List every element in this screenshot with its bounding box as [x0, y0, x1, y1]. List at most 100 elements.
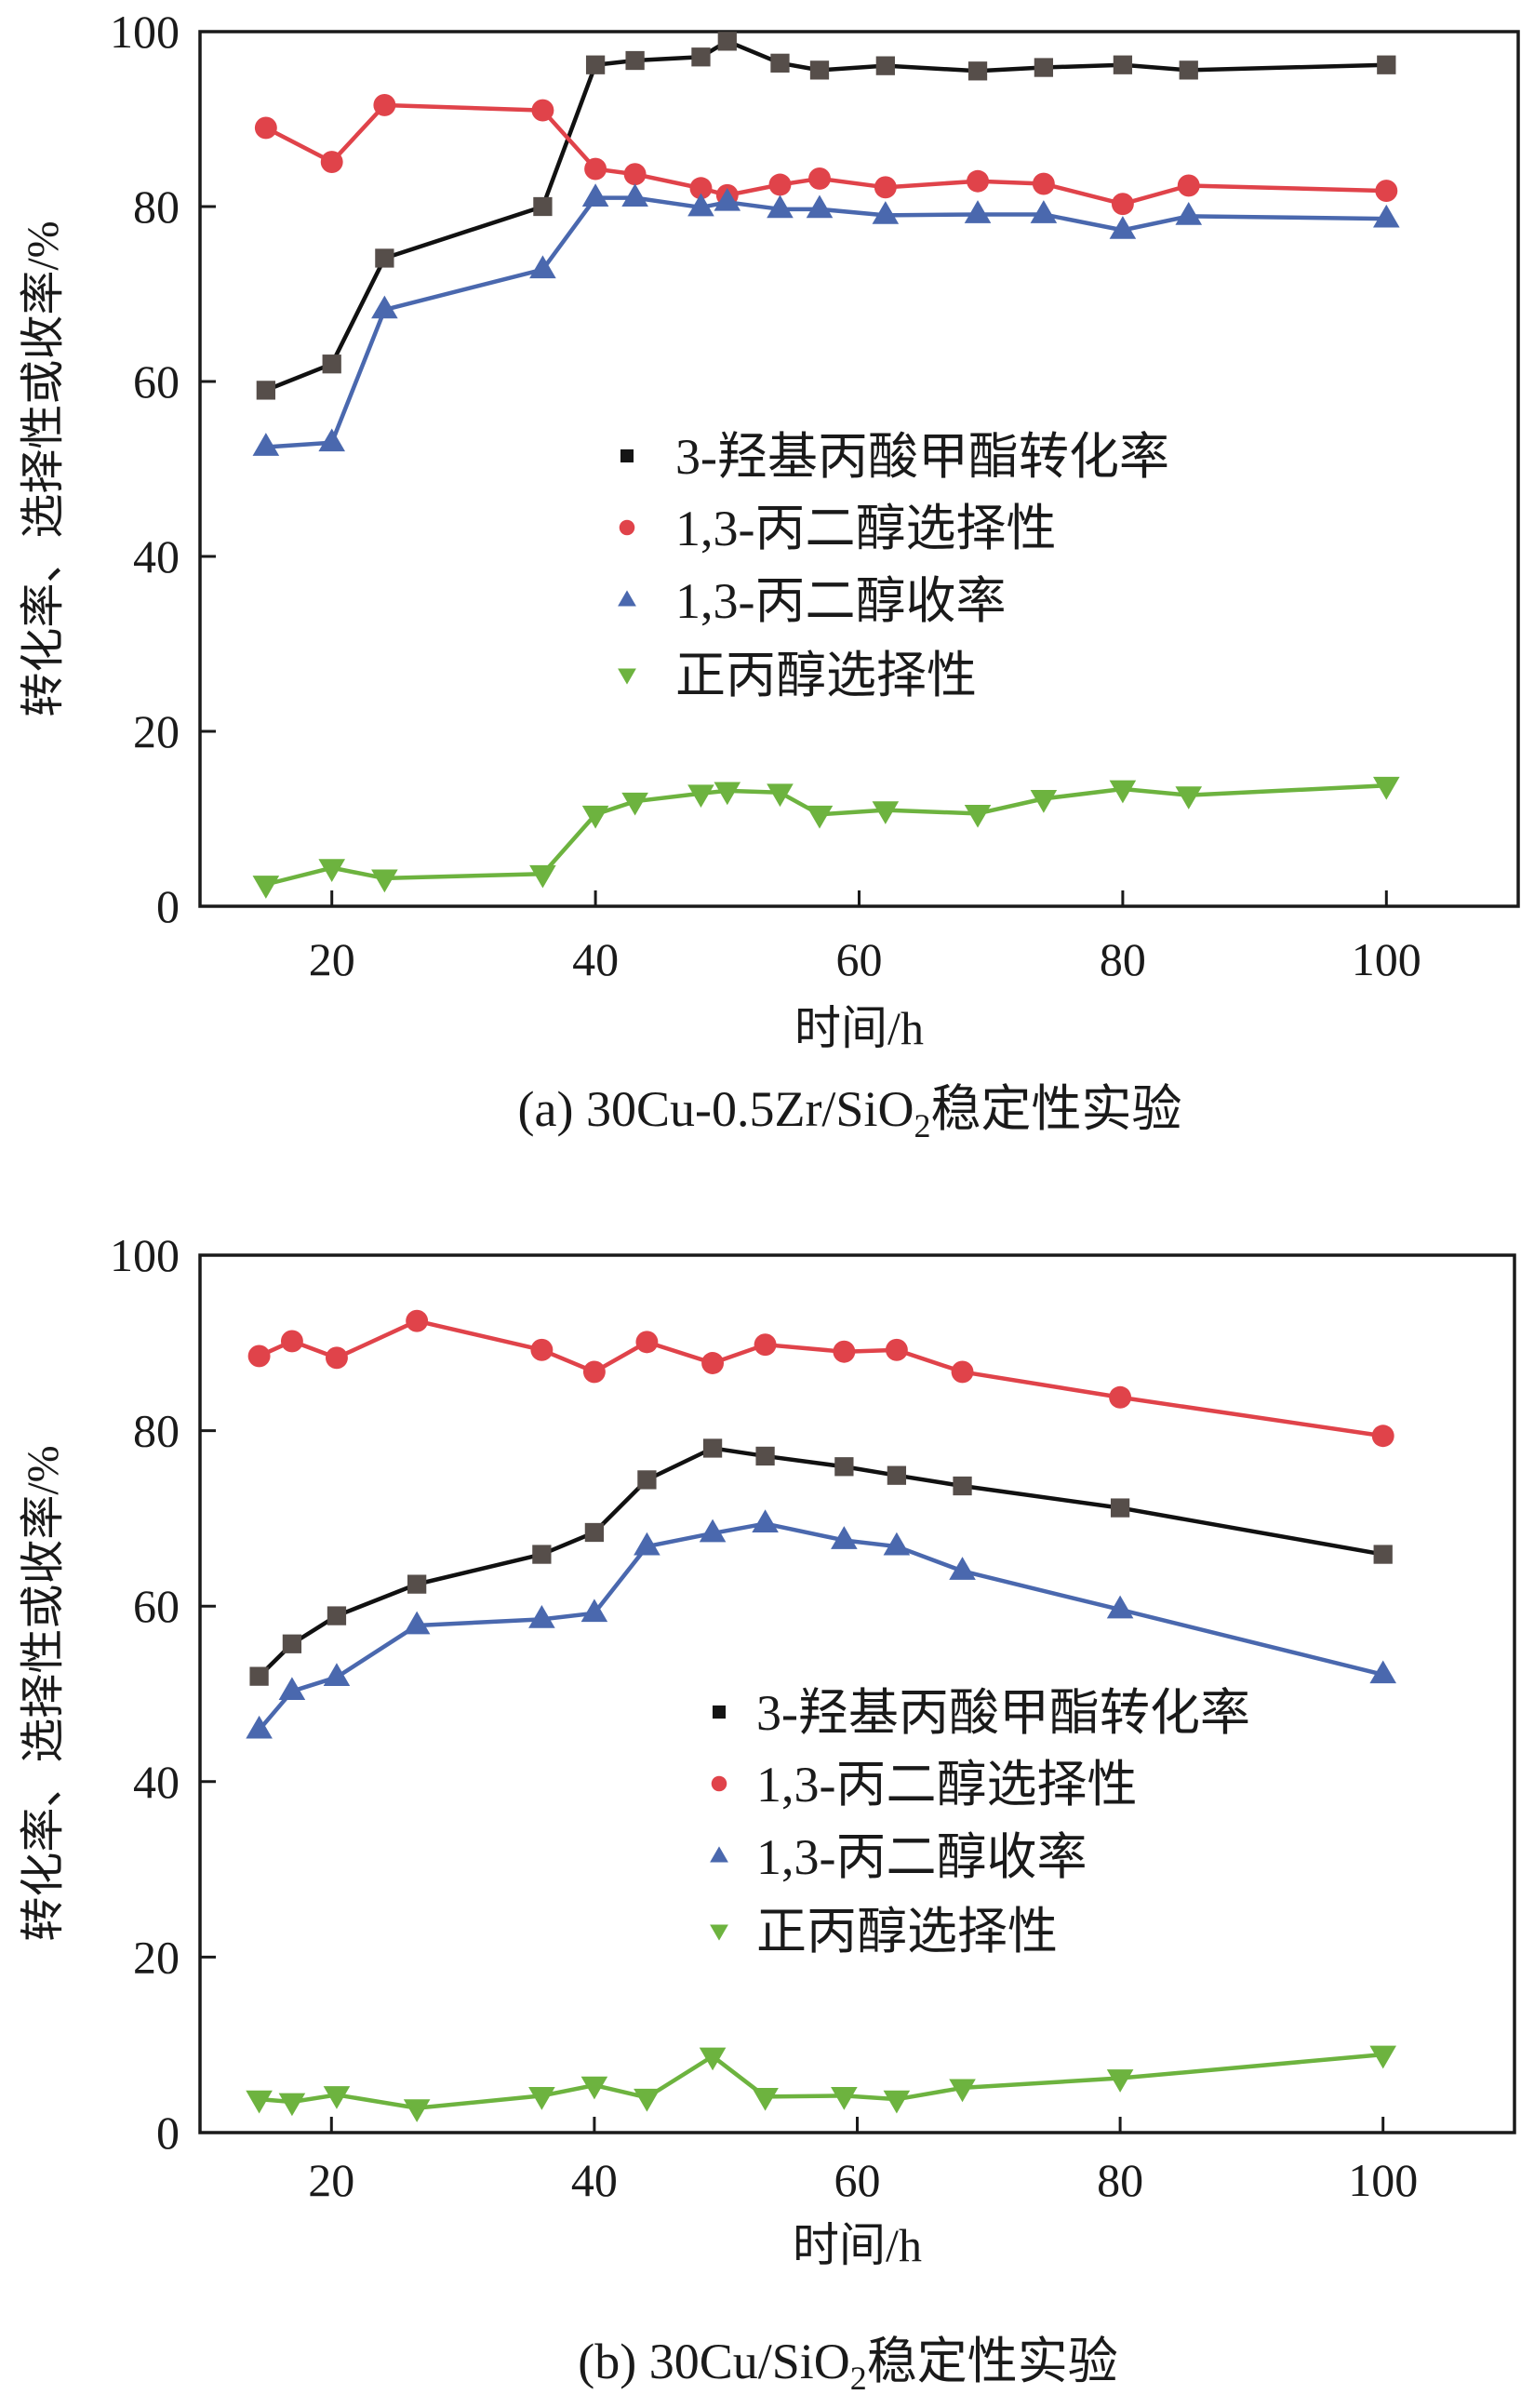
data-point [1175, 786, 1203, 809]
legend-label: 正丙醇选择性 [756, 1904, 1058, 1960]
data-point [584, 157, 607, 181]
y-tick-label: 20 [133, 705, 180, 757]
data-point [581, 805, 609, 829]
x-tick-label: 80 [1100, 933, 1146, 985]
legend-label: 正丙醇选择性 [675, 648, 977, 703]
legend-marker [710, 1846, 728, 1863]
data-point [714, 782, 741, 806]
series-0 [256, 32, 1396, 400]
y-axis-label: 转化率、选择性或收率/% [19, 221, 68, 716]
data-point [533, 196, 553, 217]
x-tick-label: 60 [836, 933, 883, 985]
data-point [951, 1360, 974, 1384]
legend-item: 1,3-丙二醇收率 [618, 573, 1006, 629]
data-point [406, 1309, 429, 1332]
data-point [529, 255, 556, 279]
data-point [808, 167, 831, 190]
legend-label: 1,3-丙二醇选择性 [756, 1757, 1137, 1813]
data-point [754, 1333, 777, 1357]
data-point [621, 183, 648, 207]
x-axis-label: 时间/h [793, 2219, 922, 2271]
data-point [584, 1522, 605, 1543]
y-tick-label: 40 [133, 530, 180, 582]
data-point [699, 1518, 727, 1543]
data-point [767, 194, 794, 219]
data-point [699, 2047, 727, 2071]
legend-marker [710, 1924, 728, 1941]
series-line [257, 1521, 1384, 1732]
y-tick-label: 0 [156, 880, 180, 932]
data-point [252, 876, 280, 899]
y-tick-label: 0 [156, 2107, 180, 2159]
caption-suffix: 稳定性实验 [867, 2334, 1118, 2389]
data-point [246, 2090, 273, 2114]
legend-item: 正丙醇选择性 [618, 648, 977, 703]
legend-label: 1,3-丙二醇收率 [675, 573, 1006, 629]
y-tick-label: 60 [133, 355, 180, 408]
data-point [687, 784, 714, 809]
x-tick-label: 100 [1352, 933, 1421, 985]
legend-label: 1,3-丙二醇收率 [756, 1829, 1087, 1885]
series-2 [246, 1509, 1396, 1739]
data-point [320, 151, 343, 174]
series-line [258, 1446, 1384, 1679]
data-point [806, 805, 834, 829]
data-point [247, 1344, 271, 1368]
data-point [403, 2099, 431, 2122]
data-point [967, 61, 988, 81]
series-line [265, 783, 1387, 887]
legend-item: 1,3-丙二醇选择性 [711, 1757, 1137, 1813]
data-point [529, 864, 556, 889]
legend-item: 1,3-丙二醇收率 [710, 1829, 1087, 1885]
data-point [1032, 172, 1055, 195]
data-point [580, 1599, 608, 1623]
series-3 [246, 2045, 1396, 2122]
data-point [249, 1666, 269, 1686]
data-point [717, 32, 737, 51]
data-point [874, 176, 897, 199]
series-1 [247, 1309, 1394, 1448]
x-tick-label: 20 [308, 2154, 354, 2206]
data-point [875, 56, 895, 75]
data-point [1109, 216, 1137, 239]
data-point [327, 1606, 347, 1625]
y-tick-label: 40 [133, 1756, 180, 1808]
caption-prefix: (b) 30Cu/SiO [578, 2334, 850, 2389]
data-point [325, 1346, 348, 1370]
data-point [528, 1605, 555, 1628]
chart-a: 20 40 60 80 100 0 20 40 60 80 100 时间/h 转化率、选择性或收率/% (… [19, 6, 1520, 1144]
data-point [322, 355, 341, 374]
y-tick-label: 80 [133, 181, 180, 233]
data-point [318, 428, 345, 452]
series-line [265, 195, 1387, 449]
data-point [403, 1611, 431, 1635]
series-1 [254, 94, 1398, 216]
series-line [259, 2052, 1383, 2110]
data-point [254, 116, 277, 140]
data-point [1373, 204, 1400, 228]
data-point [1373, 1545, 1393, 1564]
data-point [767, 783, 794, 808]
data-point [1109, 780, 1137, 804]
data-point [831, 1526, 858, 1549]
y-tick-label: 100 [110, 6, 180, 58]
data-point [1109, 1385, 1132, 1409]
caption-suffix: 稳定性实验 [930, 1081, 1181, 1137]
data-point [1375, 180, 1398, 203]
figure-caption: (a) 30Cu-0.5Zr/SiO2稳定性实验 [518, 1081, 1182, 1144]
data-point [581, 183, 609, 207]
legend-marker [620, 448, 634, 463]
legend-item: 1,3-丙二醇选择性 [619, 501, 1056, 556]
data-point [280, 1330, 303, 1353]
data-point [371, 869, 398, 893]
data-point [689, 177, 713, 200]
data-point [883, 2090, 911, 2114]
x-tick-label: 20 [309, 933, 355, 985]
data-point [278, 2093, 306, 2117]
data-point [964, 200, 992, 223]
x-tick-label: 40 [572, 933, 619, 985]
data-point [691, 47, 711, 67]
data-point [625, 50, 645, 71]
data-point [323, 2086, 351, 2109]
data-point [887, 1465, 907, 1485]
